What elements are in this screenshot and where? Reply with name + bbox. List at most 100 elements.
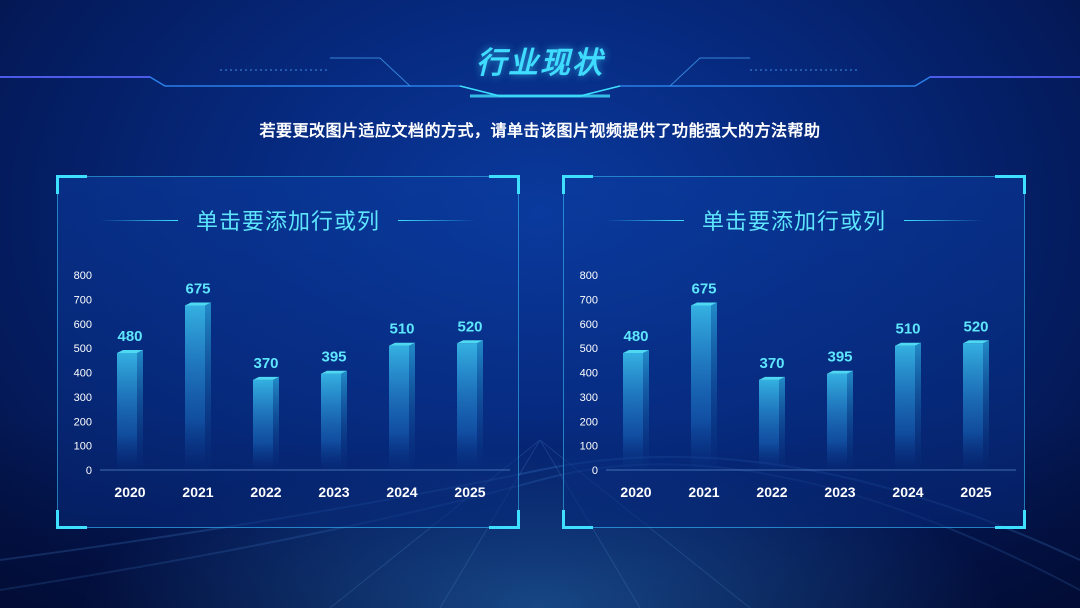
- y-tick-label: 400: [580, 368, 598, 380]
- data-label: 395: [827, 349, 852, 366]
- bar: [253, 379, 273, 470]
- bar-side: [137, 350, 143, 470]
- bar-side: [711, 302, 717, 470]
- y-tick-label: 600: [74, 319, 92, 331]
- y-tick-label: 300: [74, 392, 92, 404]
- data-label: 520: [963, 318, 988, 335]
- corner-bracket: [489, 510, 520, 529]
- x-tick-label: 2023: [318, 484, 349, 500]
- y-tick-label: 800: [74, 270, 92, 282]
- data-label: 370: [759, 355, 784, 372]
- data-label: 675: [185, 280, 210, 297]
- bar-top: [827, 370, 853, 374]
- bar-side: [915, 342, 921, 470]
- bar: [623, 353, 643, 470]
- bar-top: [895, 342, 921, 346]
- corner-bracket: [56, 510, 87, 529]
- data-label: 510: [389, 321, 414, 338]
- bar: [117, 353, 137, 470]
- x-tick-label: 2023: [824, 484, 855, 500]
- bar-top: [691, 302, 717, 306]
- page-title: 行业现状: [476, 46, 604, 81]
- y-tick-label: 600: [580, 319, 598, 331]
- title-divider-left: [99, 219, 178, 221]
- data-label: 480: [117, 328, 142, 345]
- data-label: 520: [457, 318, 482, 335]
- bar-side: [847, 370, 853, 470]
- x-tick-label: 2024: [892, 484, 923, 500]
- bar-top: [759, 376, 785, 380]
- y-tick-label: 100: [74, 441, 92, 453]
- bar: [389, 345, 409, 470]
- y-tick-label: 700: [74, 294, 92, 306]
- chart-panel-left: 单击要添加行或列 0 100 200 300 400 500 600 700 800 480 202…: [56, 175, 520, 529]
- bar-top: [623, 350, 649, 353]
- x-tick-label: 2025: [454, 484, 485, 500]
- bar: [827, 373, 847, 470]
- title-divider-left: [605, 219, 684, 221]
- bar-top: [185, 302, 211, 306]
- data-label: 675: [691, 280, 716, 297]
- bar-side: [643, 350, 649, 470]
- corner-bracket: [562, 175, 593, 194]
- bar-top: [117, 350, 143, 353]
- data-label: 480: [623, 328, 648, 345]
- y-tick-label: 500: [74, 343, 92, 355]
- x-tick-label: 2021: [688, 484, 719, 500]
- y-tick-label: 400: [74, 368, 92, 380]
- y-tick-label: 800: [580, 270, 598, 282]
- bar-side: [205, 302, 211, 470]
- bar-top: [389, 342, 415, 346]
- x-tick-label: 2022: [756, 484, 787, 500]
- data-label: 395: [321, 349, 346, 366]
- bar-side: [273, 376, 279, 470]
- bar: [759, 379, 779, 470]
- bar-side: [477, 340, 483, 470]
- x-tick-label: 2020: [620, 484, 651, 500]
- x-tick-label: 2022: [250, 484, 281, 500]
- corner-bracket: [489, 175, 520, 194]
- bar: [963, 343, 983, 470]
- bar-top: [321, 370, 347, 374]
- y-tick-label: 100: [580, 441, 598, 453]
- page-subtitle: 若要更改图片适应文档的方式，请单击该图片视频提供了功能强大的方法帮助: [259, 121, 821, 140]
- bar-chart: 0 100 200 300 400 500 600 700 800 480 2020 675 2021 3…: [580, 270, 1016, 500]
- y-tick-label: 500: [580, 343, 598, 355]
- data-label: 510: [895, 321, 920, 338]
- y-tick-label: 700: [580, 294, 598, 306]
- bar: [185, 305, 205, 470]
- bar-top: [253, 376, 279, 380]
- chart-title: 单击要添加行或列: [701, 210, 886, 235]
- bar-chart: 0 100 200 300 400 500 600 700 800 480 2020 675 2021 3…: [74, 270, 510, 500]
- corner-bracket: [562, 510, 593, 529]
- corner-bracket: [56, 175, 87, 194]
- bar-side: [779, 376, 785, 470]
- bar-top: [963, 340, 989, 344]
- x-tick-label: 2020: [114, 484, 145, 500]
- x-tick-label: 2021: [182, 484, 213, 500]
- chart-title-row: 单击要添加行或列: [564, 205, 1024, 235]
- y-tick-label: 200: [580, 416, 598, 428]
- bar-side: [409, 342, 415, 470]
- bar: [895, 345, 915, 470]
- corner-bracket: [995, 175, 1026, 194]
- y-tick-label: 300: [580, 392, 598, 404]
- title-divider-right: [398, 219, 476, 221]
- bar: [321, 373, 341, 470]
- bar-top: [457, 340, 483, 344]
- x-tick-label: 2024: [386, 484, 417, 500]
- bar: [457, 343, 477, 470]
- bar-side: [341, 370, 347, 470]
- chart-title-row: 单击要添加行或列: [58, 205, 518, 235]
- y-tick-label: 200: [74, 416, 92, 428]
- x-tick-label: 2025: [960, 484, 991, 500]
- data-label: 370: [253, 355, 278, 372]
- y-tick-label: 0: [592, 465, 598, 477]
- title-divider-right: [904, 219, 982, 221]
- chart-panel-right: 单击要添加行或列 0 100 200 300 400 500 600 700 800 480 202…: [562, 175, 1026, 529]
- bar: [691, 305, 711, 470]
- bar-side: [983, 340, 989, 470]
- corner-bracket: [995, 510, 1026, 529]
- y-tick-label: 0: [86, 465, 92, 477]
- chart-title: 单击要添加行或列: [195, 210, 380, 235]
